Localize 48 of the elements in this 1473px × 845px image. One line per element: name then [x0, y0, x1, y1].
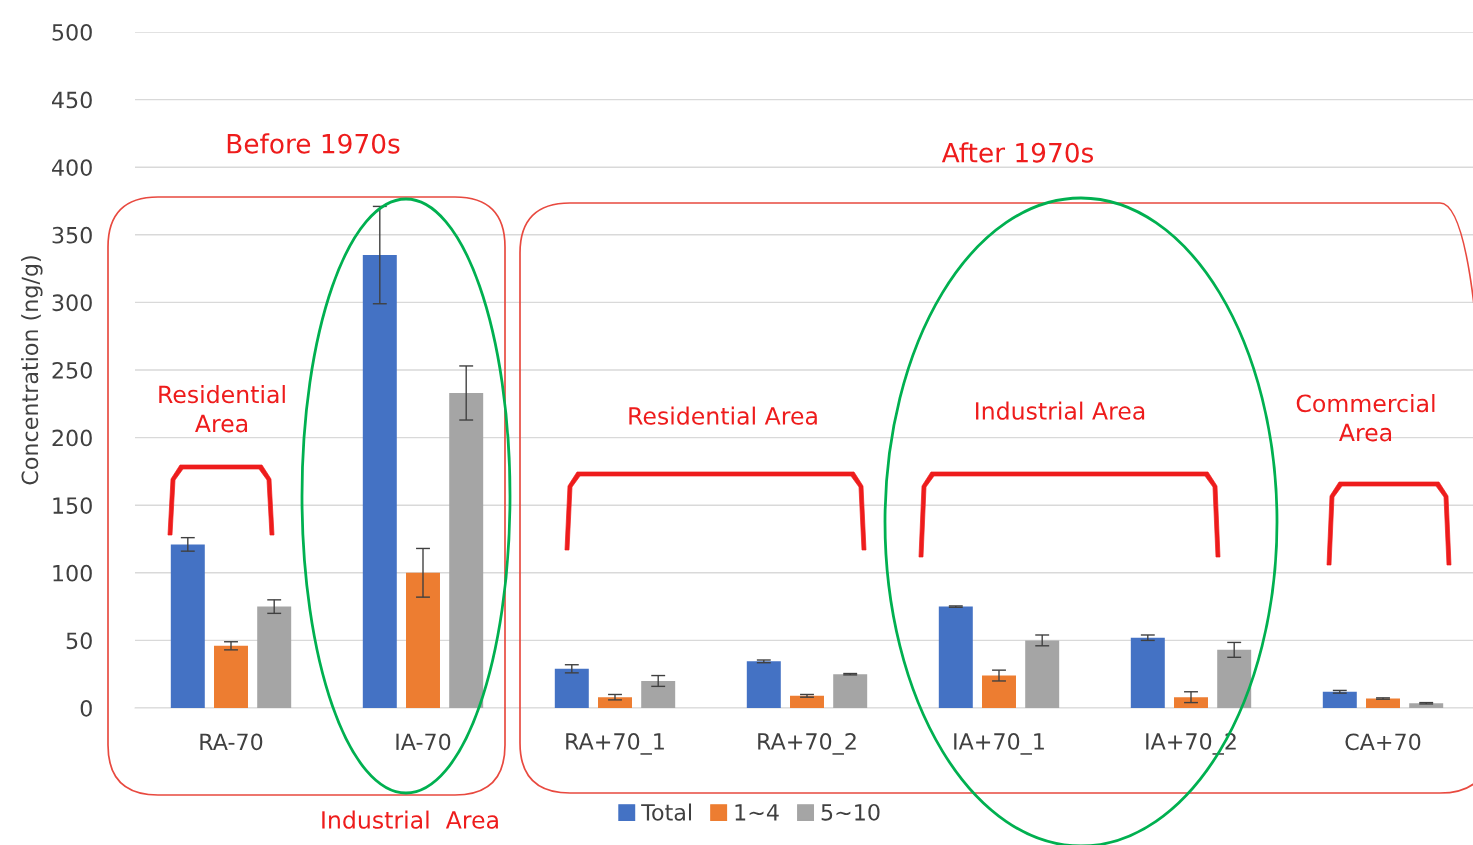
- x-tick-label: IA-70: [396, 733, 451, 751]
- bar: [257, 606, 292, 708]
- bar: [833, 674, 868, 708]
- bar: [598, 697, 632, 708]
- y-tick-label: 300: [52, 294, 92, 312]
- bar: [362, 255, 397, 708]
- annotation: Before 1970s: [227, 133, 400, 154]
- bar: [449, 392, 484, 708]
- x-tick-label: RA-70: [200, 733, 263, 751]
- y-tick-label: 0: [80, 699, 92, 717]
- bar: [641, 680, 676, 708]
- x-tick-label: IA+70_1: [954, 733, 1044, 755]
- bar: [554, 668, 589, 708]
- bar: [170, 544, 205, 708]
- x-tick-label: RA+70_1: [566, 733, 664, 755]
- bar: [1322, 691, 1357, 708]
- x-tick-label: RA+70_2: [758, 733, 856, 755]
- bar: [746, 661, 781, 708]
- annotation: Industrial Area: [976, 401, 1145, 420]
- y-axis-title: Concentration (ng/g): [21, 256, 43, 485]
- bar: [1217, 649, 1252, 708]
- bar: [214, 645, 248, 708]
- bar: [1130, 637, 1165, 708]
- y-tick-label: 50: [66, 632, 92, 650]
- legend-label: 1~4: [735, 804, 779, 821]
- bar: [938, 606, 973, 708]
- bar: [1025, 640, 1060, 708]
- annotation: Residential Area: [629, 406, 817, 425]
- bar: [406, 572, 440, 708]
- y-tick-label: 400: [52, 159, 92, 176]
- text: Industrial Area: [322, 810, 498, 829]
- bar: [982, 675, 1016, 708]
- bar: [790, 695, 824, 708]
- legend-label: 5~10: [821, 803, 880, 821]
- y-tick-label: 100: [53, 564, 92, 582]
- y-tick-label: 500: [52, 23, 92, 41]
- y-tick-label: 150: [53, 497, 92, 514]
- bar: [1366, 698, 1400, 708]
- annotation: Residential Area: [159, 385, 285, 433]
- y-tick-label: 200: [52, 429, 92, 447]
- y-tick-label: 450: [52, 91, 92, 109]
- y-tick-label: 250: [52, 361, 92, 379]
- x-tick-label: CA+70: [1345, 733, 1421, 751]
- legend-label: Total: [641, 803, 692, 821]
- annotation: Commercial Area: [1296, 394, 1435, 442]
- bar: [1174, 697, 1208, 708]
- y-tick-label: 350: [52, 226, 92, 244]
- annotation: After 1970s: [941, 142, 1094, 163]
